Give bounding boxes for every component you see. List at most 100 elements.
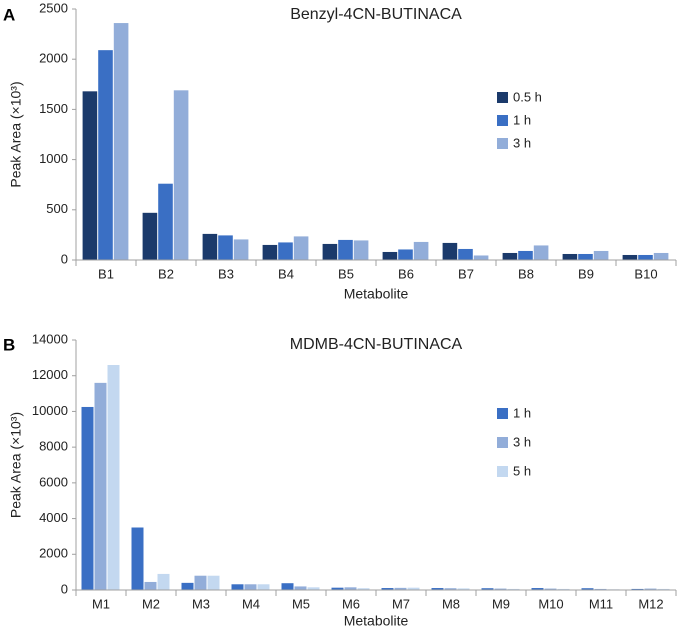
y-tick-label: 2000 [39, 546, 68, 561]
x-tick-label: B7 [458, 266, 474, 281]
x-tick-label: M9 [492, 596, 510, 611]
bar-B1-0.5h [82, 91, 98, 260]
bar-B7-1h [458, 248, 473, 260]
x-tick-label: B3 [218, 266, 234, 281]
x-tick-label: M11 [589, 596, 613, 611]
bar-B5-0.5h [322, 243, 338, 260]
x-tick-label: M3 [192, 596, 210, 611]
bar-B5-1h [338, 239, 353, 260]
bar-M6-3h [344, 587, 357, 590]
bar-M2-1h [131, 527, 144, 590]
bar-M11-1h [581, 588, 594, 590]
chart-title: MDMB-4CN-BUTINACA [290, 336, 463, 353]
bar-B1-1h [98, 50, 113, 260]
bar-M3-5h [207, 575, 220, 590]
bar-B4-3h [293, 236, 309, 260]
x-tick-label: B4 [278, 266, 294, 281]
bar-B7-3h [473, 255, 489, 260]
bar-B8-0.5h [502, 252, 518, 260]
bar-M3-3h [194, 575, 207, 590]
bar-B2-3h [173, 90, 189, 260]
bar-M7-1h [381, 588, 394, 590]
bar-M4-5h [257, 584, 270, 590]
bar-M12-5h [657, 588, 670, 590]
bar-M12-1h [631, 588, 644, 590]
bar-M9-3h [494, 588, 507, 590]
y-tick-label: 2500 [39, 0, 68, 15]
x-tick-label: M10 [538, 596, 563, 611]
legend-label: 3 h [513, 135, 531, 150]
bar-B4-0.5h [262, 244, 278, 260]
bar-B6-1h [398, 249, 413, 260]
bar-M5-1h [281, 583, 294, 590]
y-tick-label: 0 [61, 251, 68, 266]
bar-M1-3h [94, 382, 107, 590]
bar-M5-3h [294, 586, 307, 590]
y-tick-label: 14000 [32, 331, 68, 346]
y-tick-label: 0 [61, 581, 68, 596]
bar-B9-0.5h [562, 253, 578, 260]
legend-label: 3 h [513, 434, 531, 449]
y-tick-label: 500 [46, 201, 68, 216]
x-tick-label: M2 [142, 596, 160, 611]
y-axis-label: Peak Area (×10³) [8, 81, 24, 187]
bar-M10-3h [544, 588, 557, 590]
bar-M10-5h [557, 588, 570, 590]
bar-M8-1h [431, 588, 444, 590]
x-tick-label: B8 [518, 266, 534, 281]
bar-B9-1h [578, 253, 593, 260]
y-tick-label: 4000 [39, 510, 68, 525]
legend-swatch [497, 92, 508, 103]
x-tick-label: M8 [442, 596, 460, 611]
bar-M8-3h [444, 588, 457, 590]
legend-swatch [497, 138, 508, 149]
y-tick-label: 1000 [39, 151, 68, 166]
bar-M2-3h [144, 581, 157, 590]
x-tick-label: B6 [398, 266, 414, 281]
bar-B8-1h [518, 250, 533, 260]
x-tick-label: M12 [638, 596, 663, 611]
x-tick-label: M4 [242, 596, 260, 611]
y-tick-label: 8000 [39, 439, 68, 454]
panel-label: A [3, 5, 15, 24]
legend-swatch [497, 115, 508, 126]
legend-label: 0.5 h [513, 89, 542, 104]
bar-M9-1h [481, 588, 494, 590]
bar-M11-3h [594, 588, 607, 590]
y-tick-label: 1500 [39, 101, 68, 116]
y-tick-label: 2000 [39, 51, 68, 66]
bar-B4-1h [278, 242, 293, 260]
x-tick-label: B5 [338, 266, 354, 281]
y-axis-label: Peak Area (×10³) [8, 412, 24, 518]
bar-M3-1h [181, 582, 194, 590]
legend-swatch [497, 437, 508, 448]
chart-panel-B: B MDMB-4CN-BUTINACA 0 2000 4000 6000 8000 10000… [3, 331, 677, 629]
legend-swatch [497, 408, 508, 419]
bar-B9-3h [593, 250, 609, 260]
bar-B3-0.5h [202, 233, 218, 260]
panel-label: B [3, 335, 15, 354]
bar-B7-0.5h [442, 242, 458, 260]
bar-M6-1h [331, 587, 344, 590]
bar-M5-5h [307, 587, 320, 590]
bar-M6-5h [357, 588, 370, 590]
bar-B6-0.5h [382, 251, 398, 260]
y-tick-label: 6000 [39, 474, 68, 489]
x-tick-label: B9 [578, 266, 594, 281]
x-tick-label: M5 [292, 596, 310, 611]
legend-swatch [497, 466, 508, 477]
bar-M10-1h [531, 588, 544, 590]
bar-M7-3h [394, 587, 407, 590]
y-tick-label: 12000 [32, 367, 68, 382]
bar-M1-1h [81, 406, 94, 590]
bar-B3-1h [218, 235, 233, 260]
bar-B8-3h [533, 245, 549, 260]
legend-label: 1 h [513, 112, 531, 127]
bar-B1-3h [113, 23, 129, 261]
chart-title: Benzyl-4CN-BUTINACA [290, 6, 462, 23]
bar-B5-3h [353, 240, 369, 260]
chart-panel-A: A Benzyl-4CN-BUTINACA 0 500 1000 1500 2000 2500… [3, 0, 677, 302]
bar-B10-1h [638, 254, 653, 260]
bar-M4-1h [231, 584, 244, 590]
bar-B10-3h [653, 252, 669, 260]
